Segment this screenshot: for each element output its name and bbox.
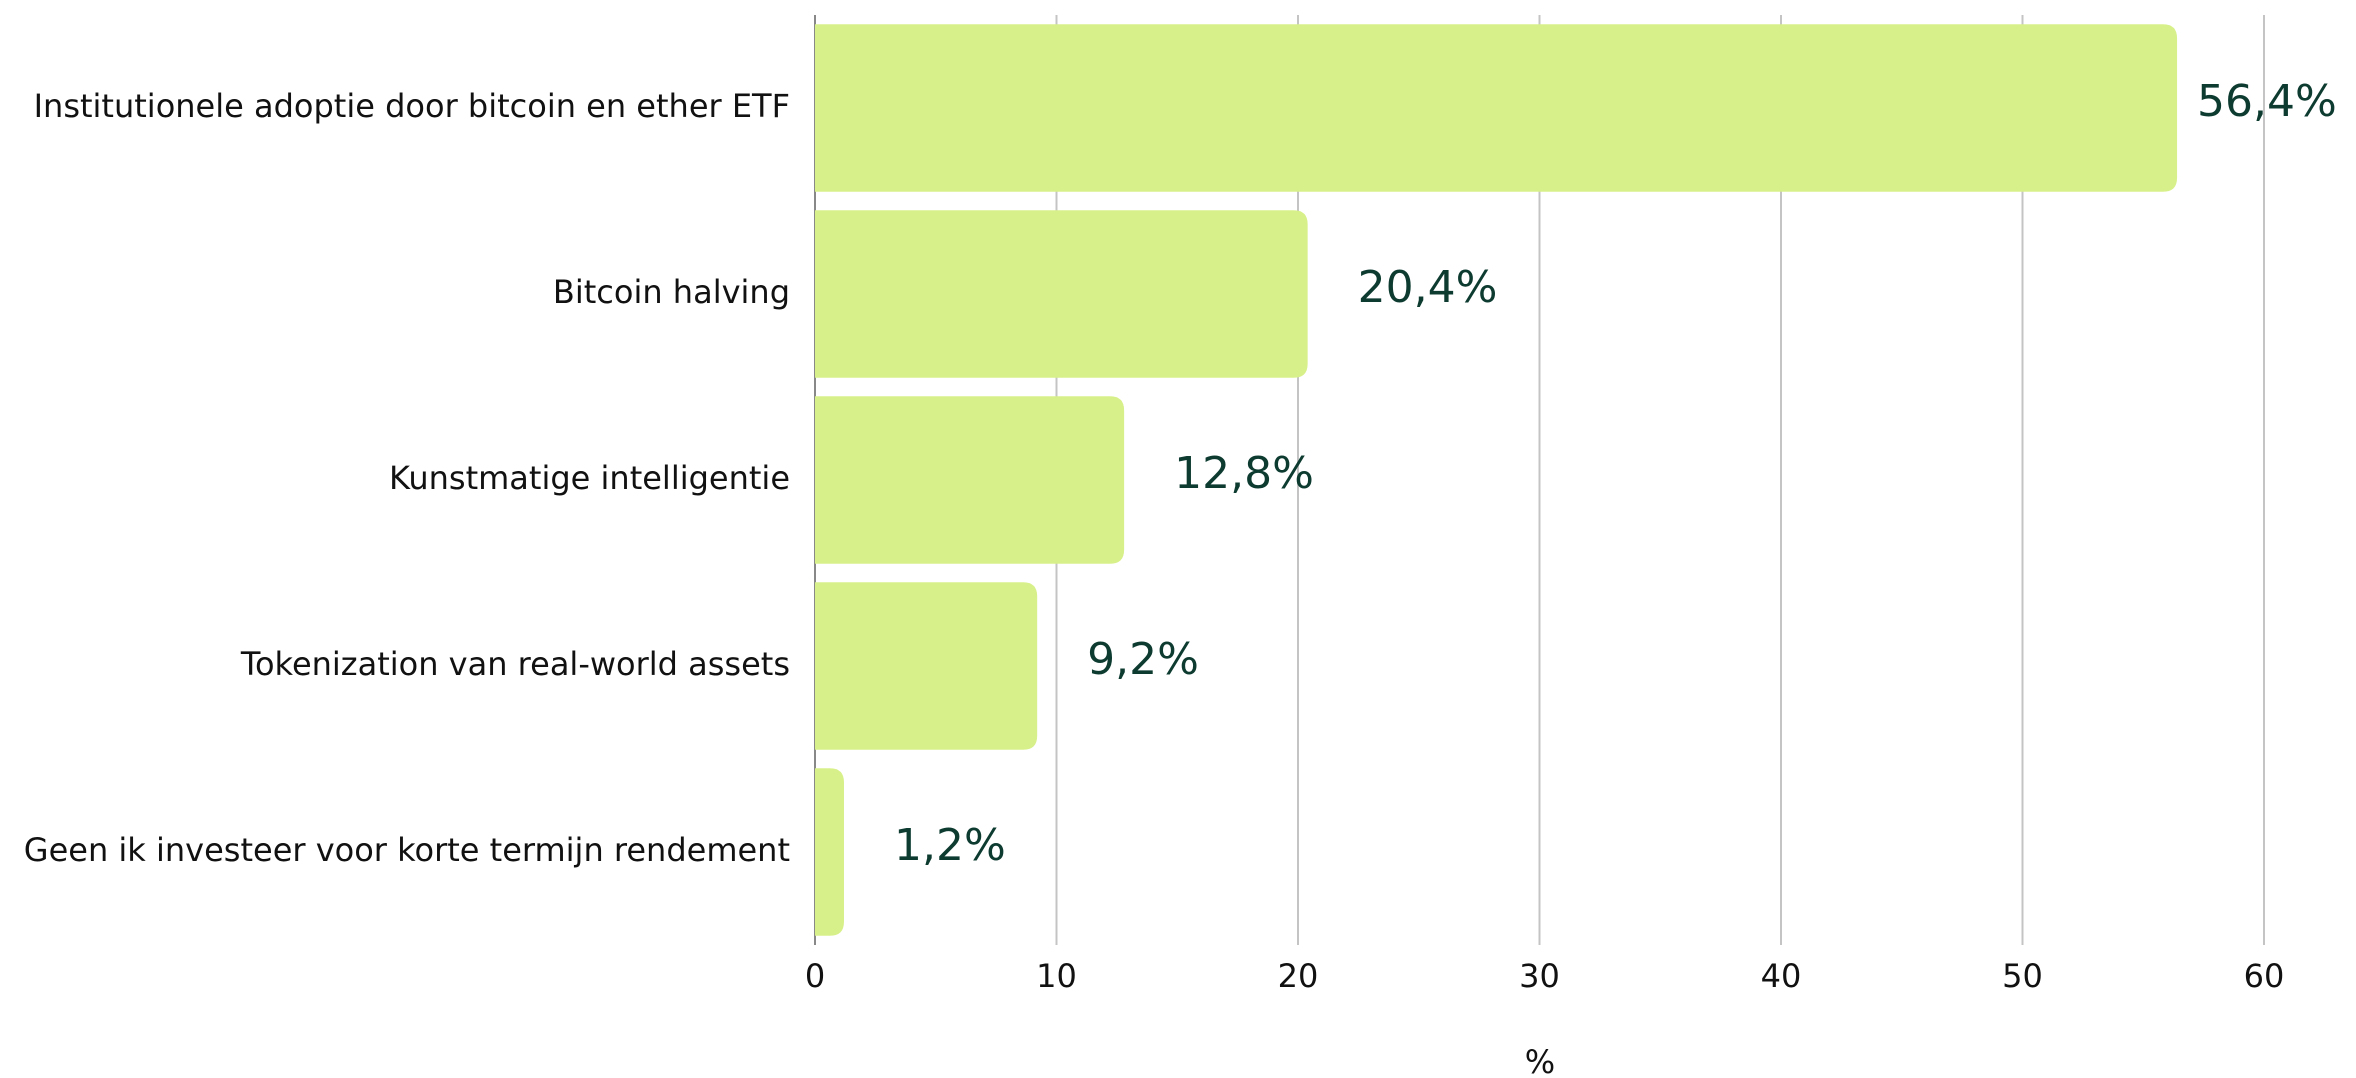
y-tick-label: Kunstmatige intelligentie bbox=[389, 459, 790, 497]
x-tick-label: 20 bbox=[1278, 957, 1319, 995]
y-tick-label: Tokenization van real-world assets bbox=[240, 645, 790, 683]
bar bbox=[815, 582, 1038, 750]
bar bbox=[815, 210, 1308, 378]
y-tick-label: Institutionele adoptie door bitcoin en e… bbox=[34, 87, 790, 125]
x-tick-label: 0 bbox=[805, 957, 825, 995]
bar bbox=[815, 24, 2178, 192]
y-tick-label: Bitcoin halving bbox=[553, 273, 790, 311]
x-tick-label: 40 bbox=[1761, 957, 1802, 995]
value-label: 20,4% bbox=[1358, 262, 1498, 313]
value-label: 12,8% bbox=[1174, 448, 1314, 499]
value-label: 56,4% bbox=[2197, 76, 2337, 127]
x-axis-label: % bbox=[1525, 1043, 1555, 1078]
x-tick-label: 50 bbox=[2002, 957, 2043, 995]
x-tick-label: 60 bbox=[2244, 957, 2285, 995]
x-tick-label: 10 bbox=[1036, 957, 1077, 995]
bar bbox=[815, 396, 1125, 564]
bar bbox=[815, 768, 844, 936]
x-tick-label: 30 bbox=[1519, 957, 1560, 995]
value-label: 9,2% bbox=[1087, 634, 1199, 685]
value-label: 1,2% bbox=[894, 820, 1006, 871]
y-tick-label: Geen ik investeer voor korte termijn ren… bbox=[24, 831, 790, 869]
